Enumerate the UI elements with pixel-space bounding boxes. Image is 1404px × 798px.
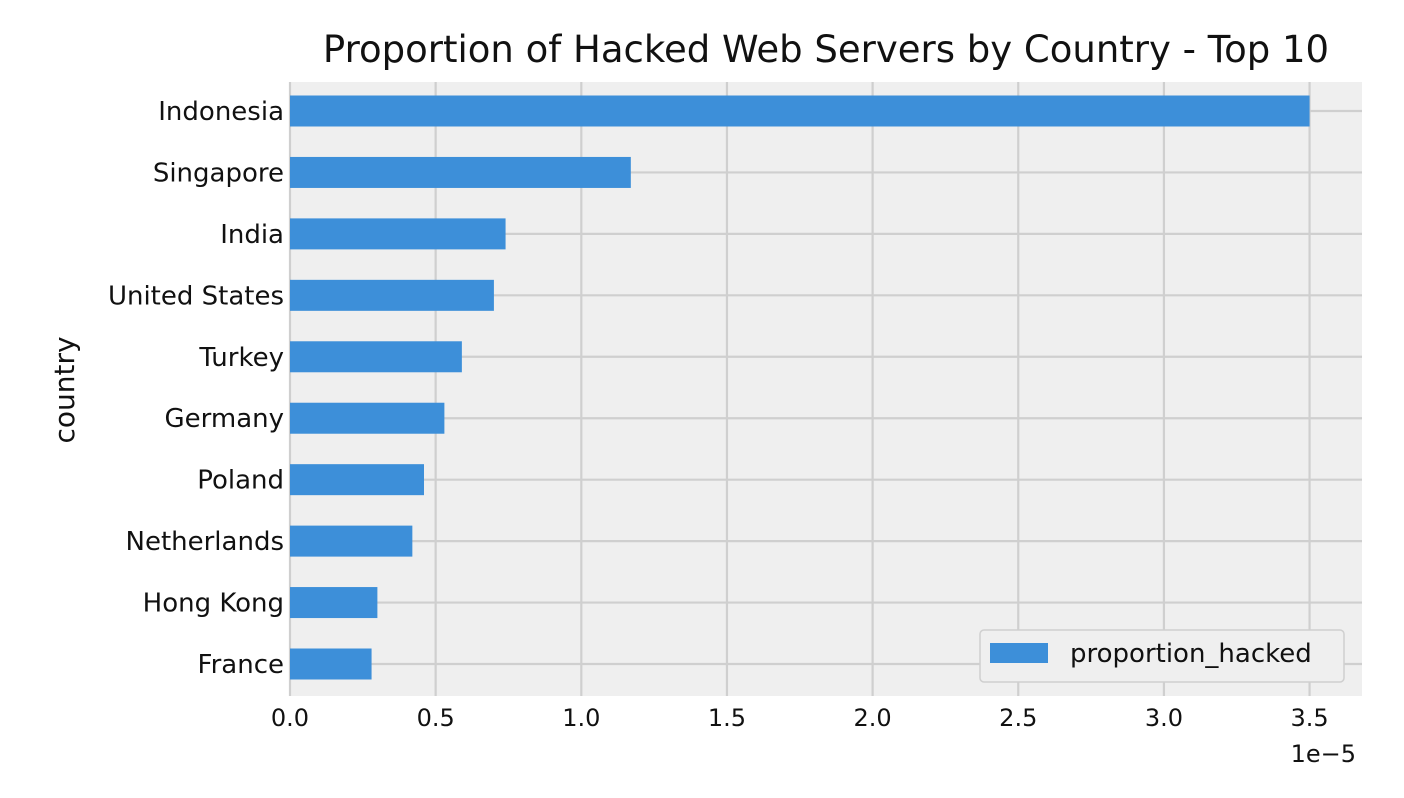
bar-turkey xyxy=(290,341,462,373)
legend-label-proportion-hacked: proportion_hacked xyxy=(1070,639,1312,669)
x-tick-label: 0.0 xyxy=(271,704,309,732)
x-tick-label: 0.5 xyxy=(417,704,455,732)
x-tick-label: 2.5 xyxy=(999,704,1037,732)
bar-germany xyxy=(290,402,445,434)
chart-title: Proportion of Hacked Web Servers by Coun… xyxy=(323,28,1329,71)
y-tick-label: Hong Kong xyxy=(143,589,284,619)
y-tick-label: Netherlands xyxy=(126,527,285,557)
x-offset-label: 1e−5 xyxy=(1291,740,1356,768)
x-tick-label: 3.5 xyxy=(1290,704,1328,732)
bar-indonesia xyxy=(290,95,1310,127)
bar-hong-kong xyxy=(290,587,378,619)
y-tick-label: United States xyxy=(108,281,284,311)
bar-singapore xyxy=(290,156,631,188)
x-tick-label: 2.0 xyxy=(854,704,892,732)
bar-france xyxy=(290,648,372,680)
y-tick-label: Turkey xyxy=(198,343,284,373)
bar-netherlands xyxy=(290,525,413,557)
y-tick-label: Singapore xyxy=(153,158,284,188)
y-tick-label: France xyxy=(198,650,284,680)
y-tick-label: Poland xyxy=(197,466,284,496)
bar-poland xyxy=(290,464,424,496)
y-tick-label: India xyxy=(220,220,284,250)
y-tick-label: Germany xyxy=(164,404,284,434)
bar-united-states xyxy=(290,279,494,311)
x-tick-labels: 0.0 0.5 1.0 1.5 2.0 2.5 3.0 3.5 xyxy=(271,704,1329,732)
legend-swatch-proportion-hacked xyxy=(990,643,1048,663)
x-tick-label: 3.0 xyxy=(1145,704,1183,732)
legend-box xyxy=(979,629,1345,683)
y-tick-label: Indonesia xyxy=(158,97,284,127)
x-tick-label: 1.5 xyxy=(708,704,746,732)
y-tick-labels: Indonesia Singapore India United States Turk… xyxy=(108,97,284,680)
bars xyxy=(290,95,1310,680)
legend: proportion_hacked xyxy=(979,629,1345,683)
y-axis-label: country xyxy=(48,336,81,443)
x-tick-label: 1.0 xyxy=(562,704,600,732)
bar-india xyxy=(290,218,506,250)
